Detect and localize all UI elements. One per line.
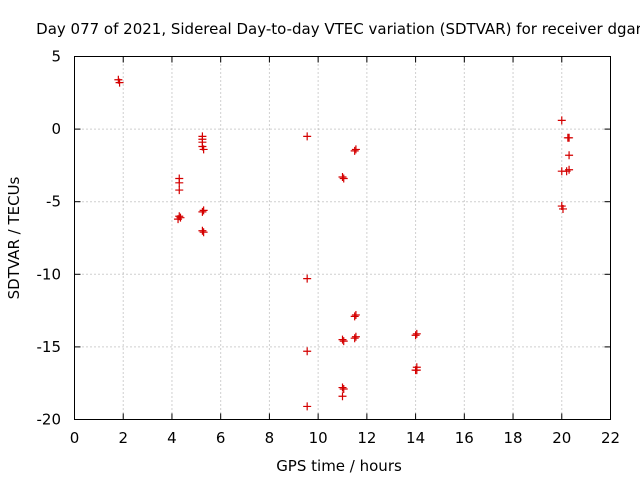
x-tick-label: 2 bbox=[118, 429, 128, 447]
data-point bbox=[303, 402, 312, 411]
data-point bbox=[199, 206, 208, 215]
data-point bbox=[350, 312, 359, 321]
chart-title: Day 077 of 2021, Sidereal Day-to-day VTE… bbox=[36, 20, 640, 38]
data-point bbox=[198, 207, 207, 216]
data-point bbox=[558, 204, 567, 213]
x-axis-label: GPS time / hours bbox=[276, 457, 402, 475]
x-tick-label: 0 bbox=[70, 429, 80, 447]
data-point bbox=[115, 78, 124, 87]
data-point bbox=[303, 347, 312, 356]
x-tick-label: 18 bbox=[503, 429, 522, 447]
data-point bbox=[350, 146, 359, 155]
data-point bbox=[199, 228, 208, 237]
data-point bbox=[351, 145, 360, 154]
data-point bbox=[198, 226, 207, 235]
x-tick-label: 4 bbox=[167, 429, 177, 447]
data-point bbox=[350, 334, 359, 343]
x-tick-label: 10 bbox=[309, 429, 328, 447]
y-axis-label: SDTVAR / TECUs bbox=[5, 176, 23, 299]
y-tick-label: -5 bbox=[46, 193, 61, 211]
data-point bbox=[351, 310, 360, 319]
data-point bbox=[303, 274, 312, 283]
data-point bbox=[338, 392, 347, 401]
data-point bbox=[175, 178, 184, 187]
x-tick-label: 12 bbox=[357, 429, 376, 447]
data-point bbox=[411, 366, 420, 375]
data-point bbox=[411, 331, 420, 340]
x-tick-label: 16 bbox=[455, 429, 474, 447]
data-point bbox=[174, 215, 183, 224]
y-tick-label: -20 bbox=[37, 411, 62, 429]
data-point bbox=[175, 186, 184, 195]
data-point bbox=[339, 337, 348, 346]
data-point bbox=[338, 383, 347, 392]
x-tick-label: 8 bbox=[265, 429, 275, 447]
y-tick-label: 0 bbox=[51, 120, 61, 138]
data-point bbox=[338, 335, 347, 344]
data-point bbox=[303, 132, 312, 141]
data-points bbox=[114, 75, 574, 411]
x-tick-label: 20 bbox=[552, 429, 571, 447]
y-tick-labels: 5 0 -5 -10 -15 -20 bbox=[37, 48, 62, 429]
data-point bbox=[351, 332, 360, 341]
data-point bbox=[565, 133, 574, 142]
data-point bbox=[199, 145, 208, 154]
data-point bbox=[339, 385, 348, 394]
data-point bbox=[412, 329, 421, 338]
data-point bbox=[557, 116, 566, 125]
y-tick-label: -15 bbox=[37, 338, 62, 356]
plot-frame bbox=[74, 56, 611, 420]
data-point bbox=[338, 173, 347, 182]
x-tick-label: 6 bbox=[216, 429, 226, 447]
data-point bbox=[339, 174, 348, 183]
y-tick-label: 5 bbox=[51, 48, 61, 66]
axis-ticks bbox=[74, 56, 611, 420]
x-tick-label: 22 bbox=[601, 429, 620, 447]
y-tick-label: -10 bbox=[37, 265, 62, 283]
data-point bbox=[557, 167, 566, 176]
x-tick-label: 14 bbox=[406, 429, 425, 447]
x-tick-labels: 0 2 4 6 8 10 12 14 16 18 20 22 bbox=[70, 429, 620, 447]
data-point bbox=[565, 151, 574, 160]
